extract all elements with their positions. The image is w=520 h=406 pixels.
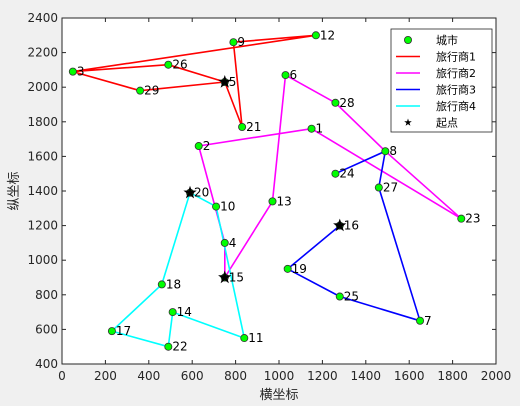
- city-label-25: 25: [344, 290, 359, 304]
- x-tick-label: 600: [181, 369, 204, 383]
- city-label-29: 29: [144, 84, 159, 98]
- city-marker-1: [307, 124, 316, 133]
- y-tick-label: 2000: [27, 80, 58, 94]
- city-label-4: 4: [229, 236, 237, 250]
- x-tick-label: 800: [224, 369, 247, 383]
- city-label-10: 10: [220, 200, 235, 214]
- city-label-11: 11: [248, 331, 263, 345]
- city-marker-6: [281, 71, 290, 80]
- city-label-9: 9: [237, 35, 245, 49]
- city-label-8: 8: [389, 144, 397, 158]
- city-label-20: 20: [194, 186, 209, 200]
- city-marker-26: [164, 60, 173, 69]
- y-tick-label: 2400: [27, 11, 58, 25]
- city-marker-22: [164, 342, 173, 351]
- city-label-6: 6: [290, 68, 298, 82]
- city-label-18: 18: [166, 277, 181, 291]
- city-label-2: 2: [203, 139, 211, 153]
- city-marker-19: [283, 264, 292, 273]
- city-marker-18: [157, 280, 166, 289]
- city-label-13: 13: [276, 194, 291, 208]
- legend-box: [390, 28, 493, 133]
- city-label-17: 17: [116, 324, 131, 338]
- city-marker-25: [335, 292, 344, 301]
- city-label-22: 22: [172, 340, 187, 354]
- city-marker-23: [457, 214, 466, 223]
- city-marker-21: [238, 122, 247, 131]
- x-tick-label: 1800: [437, 369, 468, 383]
- legend-start-marker: [404, 118, 412, 126]
- legend-label-3: 旅行商3: [436, 83, 476, 97]
- city-label-19: 19: [292, 262, 307, 276]
- y-tick-label: 1800: [27, 115, 58, 129]
- city-marker-3: [68, 67, 77, 76]
- city-marker-24: [331, 169, 340, 178]
- city-label-12: 12: [320, 28, 335, 42]
- legend-label-5: 起点: [436, 117, 458, 130]
- route-line-salesman-2: [197, 74, 463, 278]
- x-tick-label: 1600: [394, 369, 425, 383]
- city-marker-9: [229, 38, 238, 47]
- x-tick-label: 400: [137, 369, 160, 383]
- y-tick-label: 2200: [27, 46, 58, 60]
- start-markers-layer: [183, 75, 347, 284]
- city-label-15: 15: [229, 271, 244, 285]
- start-marker-2: [218, 270, 232, 284]
- y-tick-label: 600: [35, 322, 58, 336]
- city-marker-7: [416, 316, 425, 325]
- x-tick-label: 1000: [264, 369, 295, 383]
- city-label-24: 24: [339, 167, 354, 181]
- city-label-5: 5: [229, 75, 237, 89]
- city-marker-10: [212, 202, 221, 211]
- city-label-1: 1: [316, 122, 324, 136]
- y-tick-label: 400: [35, 357, 58, 371]
- city-marker-13: [268, 197, 277, 206]
- city-marker-12: [311, 31, 320, 40]
- y-tick-label: 1600: [27, 149, 58, 163]
- city-label-21: 21: [246, 120, 261, 134]
- city-label-3: 3: [77, 65, 85, 79]
- city-marker-8: [381, 147, 390, 156]
- city-marker-27: [374, 183, 383, 192]
- city-label-16: 16: [344, 219, 359, 233]
- city-label-23: 23: [465, 212, 480, 226]
- x-tick-label: 0: [58, 369, 66, 383]
- x-axis-title: 横坐标: [259, 388, 298, 403]
- city-marker-28: [331, 98, 340, 107]
- legend-label-0: 城市: [436, 33, 458, 47]
- legend-label-2: 旅行商2: [436, 66, 476, 80]
- y-tick-label: 800: [35, 288, 58, 302]
- start-marker-3: [333, 218, 347, 232]
- city-marker-4: [220, 238, 229, 247]
- start-marker-1: [218, 75, 232, 88]
- city-marker-17: [107, 327, 116, 336]
- x-tick-label: 200: [94, 369, 117, 383]
- route-line-salesman-4: [111, 191, 246, 348]
- start-marker-4: [183, 185, 197, 199]
- x-tick-label: 1400: [351, 369, 382, 383]
- y-tick-label: 1200: [27, 219, 58, 233]
- city-label-27: 27: [383, 181, 398, 195]
- x-tick-label: 1200: [307, 369, 338, 383]
- city-label-7: 7: [424, 314, 432, 328]
- y-tick-label: 1000: [27, 253, 58, 267]
- legend-label-4: 旅行商4: [436, 99, 476, 113]
- city-label-26: 26: [172, 58, 187, 72]
- city-marker-11: [240, 334, 249, 343]
- city-label-14: 14: [177, 305, 192, 319]
- x-tick-label: 2000: [481, 369, 512, 383]
- y-axis-title: 纵坐标: [7, 171, 22, 210]
- city-marker-14: [168, 308, 177, 317]
- legend-label-1: 旅行商1: [436, 50, 476, 64]
- axis-ticks-layer: 0 200 400 600 800 1000 1200 1400 1600 1800 2000400…: [27, 11, 511, 383]
- city-marker-29: [136, 86, 145, 95]
- city-label-28: 28: [339, 96, 354, 110]
- legend-city-marker: [403, 36, 412, 45]
- city-marker-2: [194, 142, 203, 151]
- y-tick-label: 1400: [27, 184, 58, 198]
